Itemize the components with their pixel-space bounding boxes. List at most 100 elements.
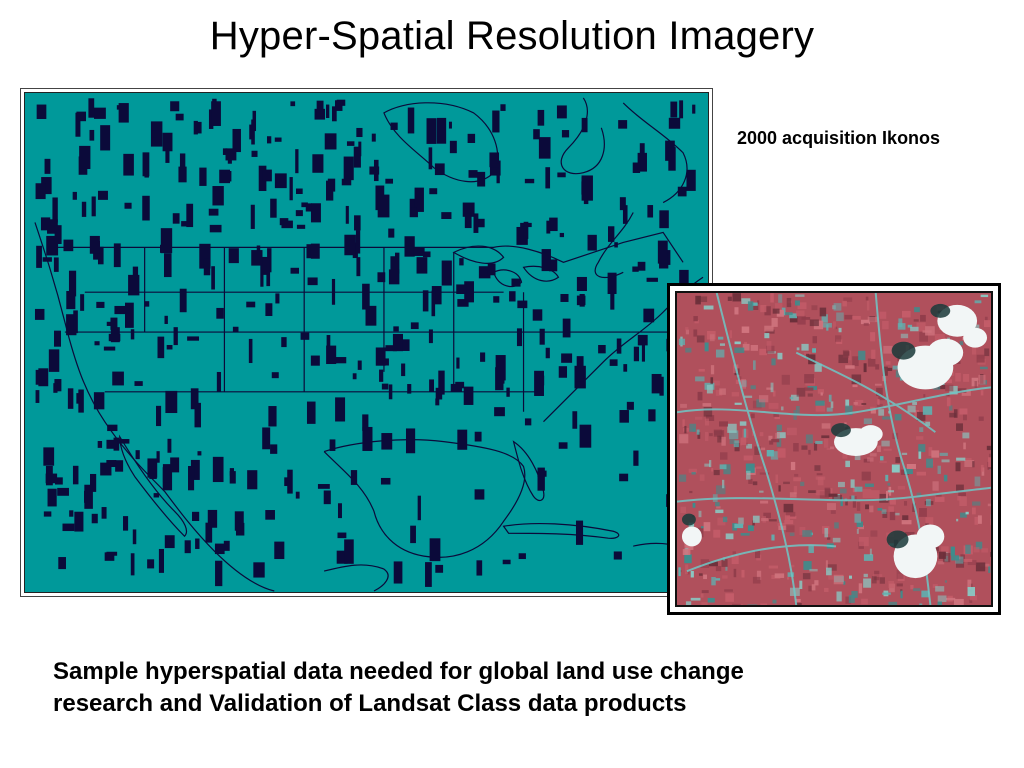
image-texture-patch — [719, 464, 727, 470]
image-texture-patch — [807, 393, 813, 397]
image-texture-patch — [838, 327, 842, 333]
image-texture-patch — [956, 518, 959, 522]
coverage-block — [441, 212, 452, 219]
coverage-block — [462, 202, 475, 217]
coverage-block — [84, 490, 88, 503]
image-texture-patch — [972, 501, 981, 506]
image-texture-patch — [750, 385, 756, 390]
image-texture-patch — [937, 601, 943, 605]
coverage-block — [53, 257, 59, 272]
coverage-block — [616, 338, 622, 354]
image-texture-patch — [766, 341, 772, 351]
coverage-map-graphic — [34, 97, 704, 592]
coverage-block — [106, 439, 118, 449]
image-texture-patch — [698, 368, 705, 372]
image-texture-patch — [900, 590, 903, 599]
coverage-block — [509, 291, 516, 302]
image-texture-patch — [888, 580, 895, 589]
image-texture-patch — [976, 354, 985, 363]
image-texture-patch — [689, 423, 696, 432]
image-texture-patch — [845, 596, 852, 604]
coverage-block — [632, 266, 639, 272]
coverage-block — [537, 467, 545, 491]
image-texture-patch — [832, 494, 843, 500]
coverage-block — [123, 516, 129, 531]
coverage-block — [295, 149, 299, 174]
coverage-block — [449, 140, 457, 154]
coverage-block — [310, 355, 320, 366]
image-texture-patch — [912, 402, 917, 405]
coverage-block — [251, 250, 263, 266]
image-texture-patch — [748, 478, 753, 484]
image-texture-patch — [854, 513, 862, 523]
coverage-block — [232, 128, 241, 153]
coverage-block — [545, 167, 551, 189]
image-texture-patch — [916, 492, 922, 498]
coverage-block — [36, 245, 42, 268]
coverage-block — [247, 470, 258, 490]
coverage-block — [345, 205, 349, 224]
image-texture-patch — [692, 428, 696, 432]
image-texture-patch — [734, 523, 744, 529]
image-texture-patch — [678, 338, 686, 346]
image-texture-patch — [958, 492, 966, 496]
coverage-block — [618, 120, 628, 129]
coverage-block — [41, 177, 52, 195]
image-texture-patch — [960, 512, 967, 518]
image-texture-patch — [856, 521, 864, 527]
coverage-block — [456, 357, 460, 369]
image-texture-patch — [826, 567, 832, 576]
image-texture-patch — [688, 468, 697, 473]
coverage-block — [144, 301, 150, 307]
image-texture-patch — [883, 448, 892, 451]
coverage-block — [459, 258, 464, 266]
image-texture-patch — [708, 460, 712, 468]
image-texture-patch — [919, 603, 923, 605]
image-texture-patch — [965, 457, 972, 461]
coverage-block — [362, 426, 373, 451]
coverage-block — [184, 540, 191, 554]
image-texture-patch — [943, 474, 948, 482]
image-texture-patch — [979, 366, 988, 370]
image-texture-patch — [734, 443, 740, 452]
image-texture-patch — [789, 532, 795, 537]
coverage-block — [219, 169, 230, 184]
image-texture-patch — [678, 474, 687, 482]
image-texture-patch — [763, 512, 772, 519]
image-texture-patch — [913, 588, 921, 592]
image-texture-patch — [923, 394, 926, 398]
coverage-block — [163, 253, 172, 278]
image-texture-patch — [795, 310, 805, 317]
image-texture-patch — [879, 460, 887, 464]
coverage-block — [534, 370, 544, 396]
image-texture-patch — [826, 564, 837, 571]
image-texture-patch — [691, 472, 696, 475]
image-texture-patch — [739, 421, 747, 426]
image-texture-patch — [857, 525, 865, 530]
coverage-block — [67, 388, 74, 409]
coverage-block — [405, 428, 416, 454]
coverage-block — [150, 121, 163, 147]
image-texture-patch — [690, 597, 701, 601]
coverage-block — [172, 213, 180, 224]
image-texture-patch — [880, 456, 884, 461]
image-texture-patch — [848, 350, 852, 361]
coverage-block — [281, 220, 293, 229]
image-texture-patch — [793, 477, 802, 482]
image-texture-patch — [764, 325, 774, 332]
image-texture-patch — [743, 395, 753, 398]
coverage-block — [686, 169, 696, 191]
coverage-block — [326, 180, 334, 201]
coverage-block — [203, 258, 211, 276]
image-texture-patch — [842, 300, 847, 307]
image-texture-patch — [776, 432, 786, 439]
image-texture-patch — [845, 365, 855, 369]
image-texture-patch — [828, 394, 832, 402]
image-texture-patch — [926, 498, 931, 507]
image-texture-patch — [962, 414, 967, 421]
image-texture-patch — [962, 432, 970, 439]
image-texture-patch — [790, 394, 799, 401]
coverage-block — [392, 333, 403, 352]
image-texture-patch — [842, 450, 848, 459]
coverage-block — [132, 266, 139, 276]
